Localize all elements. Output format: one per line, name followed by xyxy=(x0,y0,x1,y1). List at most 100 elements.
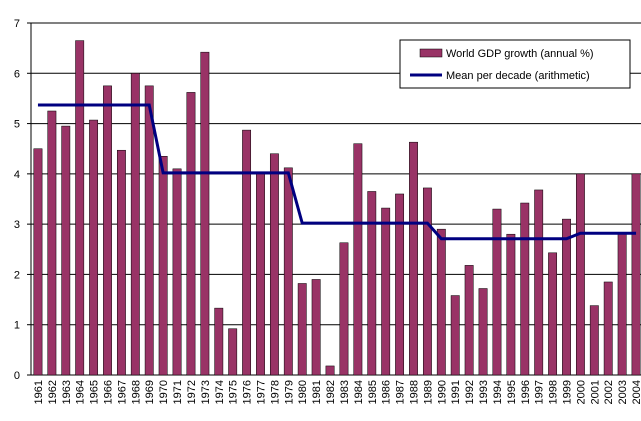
x-tick-label: 2004 xyxy=(631,380,641,404)
x-tick-label: 2003 xyxy=(617,380,629,404)
bar xyxy=(200,51,210,376)
x-tick-label: 1975 xyxy=(228,380,240,404)
bar xyxy=(492,208,502,376)
x-tick-label: 1981 xyxy=(311,380,323,404)
x-tick-label: 1996 xyxy=(520,380,532,404)
x-tick-label: 2001 xyxy=(589,380,601,404)
y-tick-label: 0 xyxy=(14,370,20,382)
x-tick-label: 1966 xyxy=(103,380,115,404)
legend-label: Mean per decade (arithmetic) xyxy=(446,70,590,82)
bar xyxy=(130,73,140,376)
line xyxy=(37,103,637,241)
x-tick-label: 1976 xyxy=(242,380,254,404)
bar xyxy=(242,129,252,376)
x-tick-label: 1983 xyxy=(339,380,351,404)
bar xyxy=(339,242,349,376)
x-tick-label: 1990 xyxy=(436,380,448,404)
bar xyxy=(311,279,321,376)
x-tick-label: 1980 xyxy=(297,380,309,404)
bar xyxy=(422,187,432,376)
y-tick-label: 7 xyxy=(14,18,20,30)
y-tick-label: 2 xyxy=(14,269,20,281)
x-tick-label: 1998 xyxy=(548,380,560,404)
bar xyxy=(33,148,43,376)
bar xyxy=(589,305,599,376)
bar xyxy=(172,168,182,376)
x-tick-label: 1991 xyxy=(450,380,462,404)
y-tick-label: 1 xyxy=(14,320,20,332)
bar xyxy=(603,281,613,376)
x-tick-label: 1964 xyxy=(75,380,87,404)
x-tick-label: 1988 xyxy=(409,380,421,404)
bar xyxy=(47,110,57,376)
bar xyxy=(381,207,391,376)
y-tick-label: 6 xyxy=(14,68,20,80)
x-tick-label: 2000 xyxy=(575,380,587,404)
legend-box xyxy=(399,39,631,89)
bar xyxy=(464,265,474,376)
x-tick-label: 1967 xyxy=(116,380,128,404)
x-tick-label: 1978 xyxy=(269,380,281,404)
y-tick-label: 5 xyxy=(14,119,20,131)
bar xyxy=(116,149,126,376)
bar xyxy=(214,307,224,376)
x-tick-label: 1977 xyxy=(256,380,268,404)
bar xyxy=(409,141,418,376)
x-tick-label: 1971 xyxy=(172,380,184,404)
bar xyxy=(575,173,585,376)
bar xyxy=(562,218,571,376)
bar xyxy=(297,283,307,376)
bar xyxy=(395,193,405,376)
x-tick-label: 1979 xyxy=(283,380,295,404)
bar xyxy=(228,328,238,376)
bar xyxy=(61,125,71,376)
x-tick-label: 1993 xyxy=(478,380,490,404)
x-tick-label: 1994 xyxy=(492,380,504,404)
bar xyxy=(450,295,460,376)
x-tick-label: 1999 xyxy=(562,380,574,404)
x-tick-label: 1973 xyxy=(200,380,212,404)
bar xyxy=(158,156,168,376)
x-tick-label: 1992 xyxy=(464,380,476,404)
x-tick-label: 1986 xyxy=(381,380,393,404)
bar xyxy=(353,143,363,376)
x-tick-label: 1962 xyxy=(47,380,59,404)
x-tick-label: 1968 xyxy=(130,380,142,404)
x-tick-label: 2002 xyxy=(603,380,615,404)
bar xyxy=(506,233,516,376)
x-tick-label: 1961 xyxy=(33,380,45,404)
bar xyxy=(256,173,265,376)
x-tick-label: 1970 xyxy=(158,380,170,404)
bar xyxy=(89,119,99,376)
bar xyxy=(436,228,446,376)
bar xyxy=(186,92,196,376)
bar xyxy=(283,167,293,376)
legend-swatch xyxy=(419,48,443,58)
x-tick-label: 1969 xyxy=(144,380,156,404)
bar xyxy=(367,191,377,376)
x-tick-label: 1995 xyxy=(506,380,518,404)
y-tick-label: 4 xyxy=(14,169,20,181)
bar xyxy=(103,85,112,376)
bar xyxy=(520,202,530,376)
bar xyxy=(144,85,154,376)
bar xyxy=(534,189,544,376)
x-tick-label: 1982 xyxy=(325,380,337,404)
x-tick-label: 1997 xyxy=(534,380,546,404)
bar xyxy=(631,173,641,376)
x-tick-label: 1985 xyxy=(367,380,379,404)
bar xyxy=(325,365,335,376)
bar xyxy=(548,252,558,376)
x-tick-label: 1984 xyxy=(353,380,365,404)
bar xyxy=(617,233,627,376)
x-tick-label: 1974 xyxy=(214,380,226,404)
y-tick-label: 3 xyxy=(14,219,20,231)
x-tick-label: 1987 xyxy=(395,380,407,404)
x-tick-label: 1965 xyxy=(89,380,101,404)
x-tick-label: 1972 xyxy=(186,380,198,404)
x-tick-label: 1963 xyxy=(61,380,73,404)
bar xyxy=(75,40,85,376)
bar xyxy=(478,288,488,376)
x-tick-label: 1989 xyxy=(422,380,434,404)
